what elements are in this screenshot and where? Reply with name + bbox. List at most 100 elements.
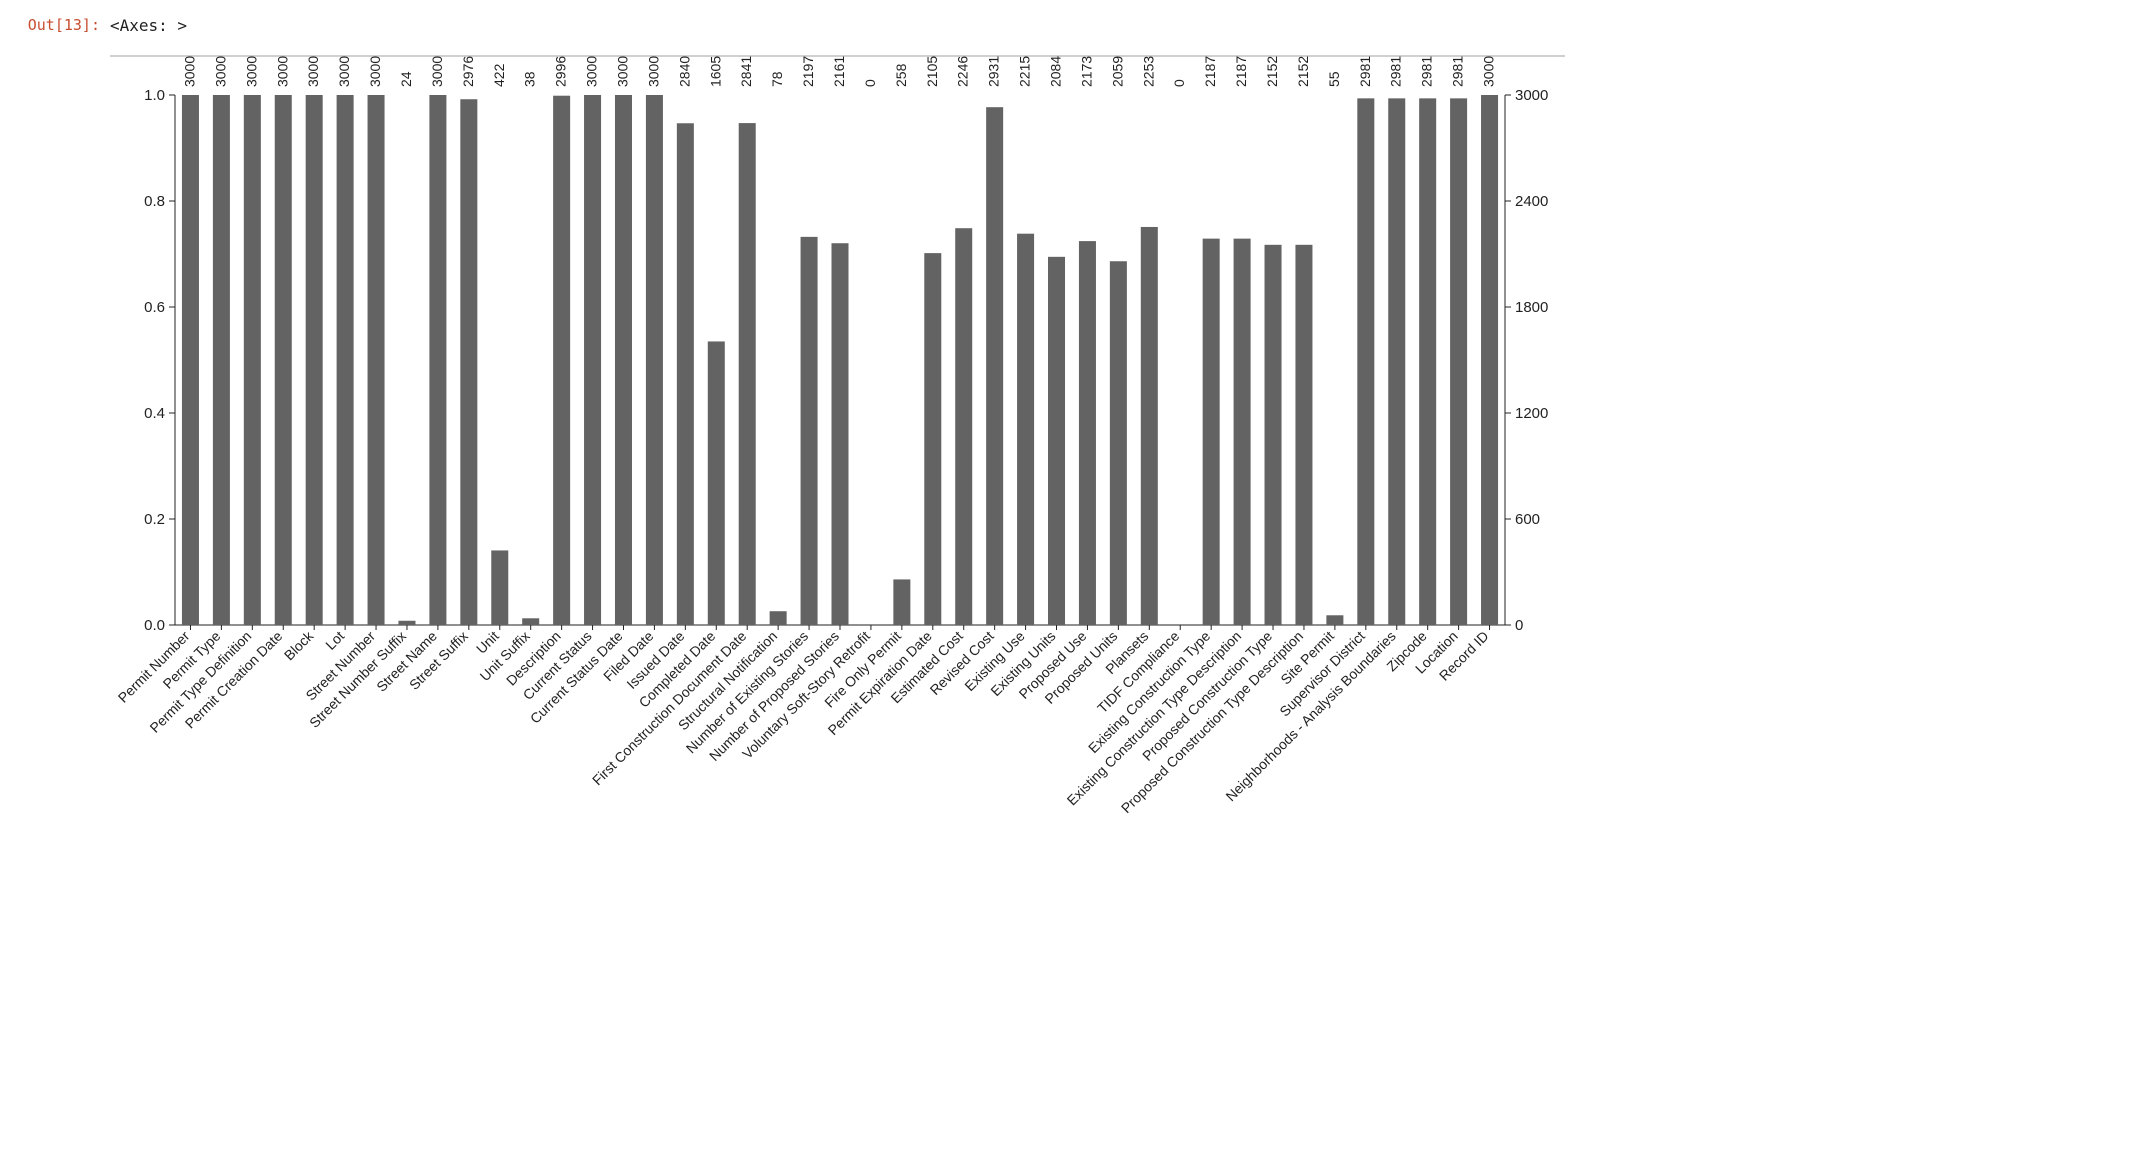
- bar-value-label: 2059: [1109, 56, 1125, 87]
- bar-value-label: 2840: [676, 56, 692, 87]
- y-right-tick-label: 600: [1515, 511, 1540, 528]
- bar-value-label: 2187: [1202, 56, 1218, 87]
- y-left-tick-label: 0.0: [144, 617, 165, 634]
- bar-value-label: 3000: [645, 56, 661, 87]
- bar: [1079, 241, 1096, 625]
- bar: [831, 243, 848, 625]
- bar-value-label: 3000: [367, 56, 383, 87]
- bar-value-label: 2981: [1388, 56, 1404, 87]
- bar-value-label: 2996: [553, 56, 569, 87]
- category-label: Block: [281, 627, 317, 663]
- bar: [429, 95, 446, 625]
- axes-repr: <Axes: >: [110, 10, 1565, 35]
- bar: [1481, 95, 1498, 625]
- bar: [677, 123, 694, 625]
- bar: [708, 341, 725, 625]
- y-right-tick-label: 0: [1515, 617, 1523, 634]
- bar-value-label: 2981: [1419, 56, 1435, 87]
- bar: [553, 96, 570, 625]
- bar: [1141, 227, 1158, 625]
- bar-value-labels: 3000 3000 3000 3000 3000 3000 3000 24 3000 2976 42…: [181, 56, 1496, 87]
- y-right-tick-label: 3000: [1515, 87, 1548, 104]
- bar: [584, 95, 601, 625]
- bar-value-label: 2105: [924, 56, 940, 87]
- chart-svg: 0.00.20.40.60.81.00600120018002400300030…: [110, 55, 1565, 885]
- bar: [1265, 245, 1282, 625]
- bar: [1234, 239, 1251, 625]
- bar: [801, 237, 818, 625]
- bar: [1017, 234, 1034, 625]
- bar-value-label: 2152: [1295, 56, 1311, 87]
- bar-value-label: 2173: [1078, 56, 1094, 87]
- bar: [1048, 257, 1065, 625]
- bar-value-label: 2253: [1140, 56, 1156, 87]
- bar: [398, 621, 415, 625]
- y-left-tick-label: 1.0: [144, 87, 165, 104]
- bar-value-label: 1605: [707, 56, 723, 87]
- bar: [770, 611, 787, 625]
- output-content: <Axes: > 0.00.20.40.60.81.00600120018002…: [110, 10, 1565, 885]
- y-left-tick-label: 0.8: [144, 193, 165, 210]
- bar: [615, 95, 632, 625]
- bar: [491, 550, 508, 625]
- bar-chart: 0.00.20.40.60.81.00600120018002400300030…: [110, 55, 1565, 885]
- bar: [337, 95, 354, 625]
- bar: [1295, 245, 1312, 625]
- bar: [955, 228, 972, 625]
- bar-value-label: 2246: [955, 56, 971, 87]
- bar-value-label: 2976: [460, 56, 476, 87]
- bar-value-label: 2931: [986, 56, 1002, 87]
- bar-value-label: 258: [893, 63, 909, 87]
- bar-value-label: 24: [398, 71, 414, 87]
- y-left-tick-label: 0.2: [144, 511, 165, 528]
- bar: [1357, 98, 1374, 625]
- y-right-tick-label: 1800: [1515, 299, 1548, 316]
- bar: [1419, 98, 1436, 625]
- bar: [182, 95, 199, 625]
- bar-value-label: 3000: [274, 56, 290, 87]
- bar-value-label: 3000: [212, 56, 228, 87]
- bar: [1450, 98, 1467, 625]
- category-labels: Permit NumberPermit TypePermit Type Defi…: [115, 627, 1492, 816]
- y-left-tick-label: 0.6: [144, 299, 165, 316]
- bar-value-label: 3000: [1481, 56, 1497, 87]
- y-right-tick-label: 2400: [1515, 193, 1548, 210]
- bar: [1110, 261, 1127, 625]
- bar-value-label: 78: [769, 71, 785, 87]
- bar-value-label: 3000: [181, 56, 197, 87]
- bar-value-label: 3000: [243, 56, 259, 87]
- bar-value-label: 3000: [305, 56, 321, 87]
- output-row: Out[13]: <Axes: > 0.00.20.40.60.81.00600…: [10, 10, 2146, 885]
- bar-value-label: 3000: [584, 56, 600, 87]
- bar: [986, 107, 1003, 625]
- bar: [924, 253, 941, 625]
- bar: [460, 99, 477, 625]
- bar-value-label: 2215: [1017, 56, 1033, 87]
- bar: [739, 123, 756, 625]
- category-label: Lot: [322, 628, 347, 653]
- bar: [1326, 615, 1343, 625]
- bar-value-label: 55: [1326, 71, 1342, 87]
- bar-value-label: 2152: [1264, 56, 1280, 87]
- bar-value-label: 2187: [1233, 56, 1249, 87]
- bar: [275, 95, 292, 625]
- bar-value-label: 3000: [614, 56, 630, 87]
- bar: [244, 95, 261, 625]
- bar-value-label: 38: [522, 71, 538, 87]
- bar-value-label: 0: [862, 79, 878, 87]
- output-prompt: Out[13]:: [10, 10, 100, 34]
- bar-value-label: 3000: [336, 56, 352, 87]
- bar: [368, 95, 385, 625]
- bar-value-label: 2197: [800, 56, 816, 87]
- bar: [893, 579, 910, 625]
- y-right-tick-label: 1200: [1515, 405, 1548, 422]
- bar: [646, 95, 663, 625]
- bar-value-label: 422: [491, 63, 507, 87]
- bar: [1388, 98, 1405, 625]
- bar-value-label: 2981: [1450, 56, 1466, 87]
- bar: [213, 95, 230, 625]
- bar-value-label: 2841: [738, 56, 754, 87]
- bar: [1203, 239, 1220, 625]
- bar: [306, 95, 323, 625]
- bar-value-label: 2981: [1357, 56, 1373, 87]
